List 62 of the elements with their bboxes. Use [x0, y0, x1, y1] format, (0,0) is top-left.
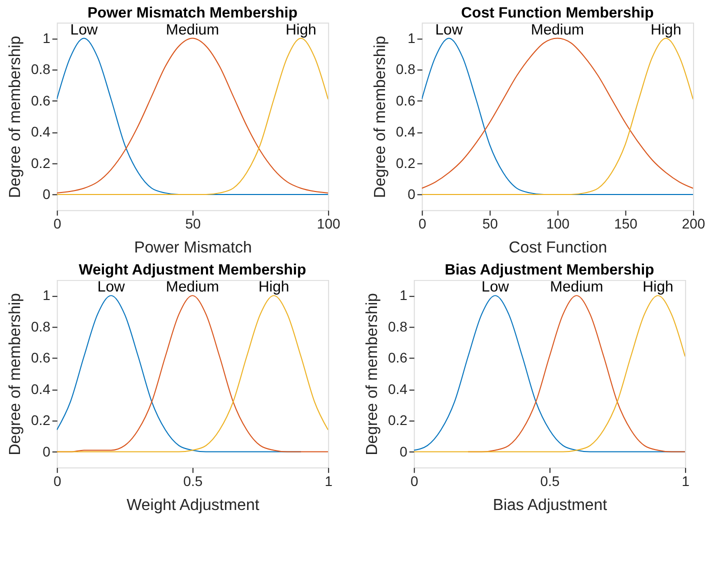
series-label: High [650, 21, 682, 38]
y-tick-label: 0 [42, 186, 51, 202]
y-tick-label: 0.6 [30, 350, 51, 366]
y-tick-label: 0.4 [396, 124, 416, 140]
x-tick-label: 100 [546, 216, 570, 232]
y-tick-label: 1 [42, 30, 51, 46]
series-label: High [286, 21, 316, 38]
y-tick-label: 0.4 [30, 124, 51, 140]
chart-title: Weight Adjustment Membership [78, 262, 306, 279]
x-tick-label: 50 [185, 216, 201, 232]
x-axis-title: Weight Adjustment [126, 496, 260, 514]
x-tick-label: 0.5 [183, 472, 203, 489]
x-tick-label: 0 [53, 472, 62, 489]
series-label: Low [70, 21, 98, 38]
series-label: Low [482, 278, 510, 296]
y-tick-label: 0.2 [388, 412, 408, 428]
series-label: High [258, 278, 290, 296]
y-tick-label: 0.6 [388, 350, 408, 366]
x-tick-label: 0.5 [540, 472, 560, 489]
y-tick-label: 0 [42, 443, 51, 460]
x-tick-label: 150 [614, 216, 638, 232]
series-label: Low [435, 21, 463, 38]
x-tick-label: 50 [482, 216, 498, 232]
x-axis-title: Cost Function [508, 240, 608, 257]
x-tick-label: 0 [53, 216, 62, 232]
y-tick-label: 0.2 [30, 154, 51, 171]
x-tick-label: 100 [316, 216, 340, 232]
chart-title: Cost Function Membership [461, 4, 654, 22]
y-axis-title: Degree of membership [372, 36, 389, 198]
x-axis-title: Bias Adjustment [492, 496, 608, 514]
y-tick-label: 0.4 [388, 380, 408, 397]
x-tick-label: 1 [682, 472, 690, 489]
chart-title: Bias Adjustment Membership [444, 262, 654, 279]
y-tick-label: 0.2 [30, 412, 51, 428]
y-tick-label: 0.4 [30, 380, 51, 397]
series-label: Medium [530, 21, 584, 38]
y-tick-label: 0 [408, 186, 416, 202]
y-tick-label: 0.6 [30, 92, 51, 108]
x-tick-label: 200 [682, 216, 706, 232]
y-tick-label: 0.6 [396, 92, 416, 108]
series-label: Medium [550, 278, 604, 296]
x-tick-label: 0 [418, 216, 426, 232]
y-tick-label: 0.8 [30, 61, 51, 78]
y-tick-label: 0 [400, 443, 408, 460]
line-series [414, 295, 686, 452]
y-tick-label: 0.8 [388, 318, 408, 334]
y-axis-title: Degree of membership [364, 292, 381, 456]
y-tick-label: 1 [400, 287, 408, 304]
series-label: Medium [166, 278, 220, 296]
series-label: Medium [166, 21, 220, 38]
y-tick-label: 0.2 [396, 154, 416, 171]
y-tick-label: 0.8 [396, 61, 416, 78]
x-axis-title: Power Mismatch [134, 240, 252, 257]
series-label: High [642, 278, 674, 296]
y-axis-title: Degree of membership [6, 292, 24, 456]
y-tick-label: 1 [42, 287, 51, 304]
y-tick-label: 0.8 [30, 318, 51, 334]
y-axis-title: Degree of membership [6, 36, 24, 198]
x-tick-label: 1 [324, 472, 333, 489]
chart-title: Power Mismatch Membership [87, 4, 298, 22]
series-label: Low [97, 278, 125, 296]
y-tick-label: 1 [408, 30, 416, 46]
